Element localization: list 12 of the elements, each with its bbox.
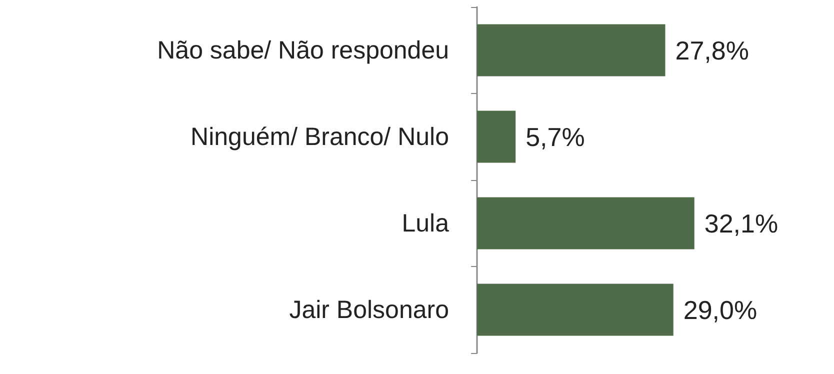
data-label: 27,8% [675, 35, 749, 66]
data-label: 29,0% [683, 294, 758, 325]
y-tick-label: Lula [402, 209, 450, 238]
data-label: 5,7% [526, 122, 585, 152]
y-tick-label: Não sabe/ Não respondeu [157, 36, 449, 64]
bar [477, 197, 694, 250]
bar [477, 284, 674, 336]
y-tick-label: Ninguém/ Branco/ Nulo [190, 122, 449, 151]
y-tick-label: Jair Bolsonaro [289, 296, 449, 324]
bar [477, 110, 516, 163]
bar [477, 24, 666, 76]
data-label: 32,1% [704, 208, 778, 238]
